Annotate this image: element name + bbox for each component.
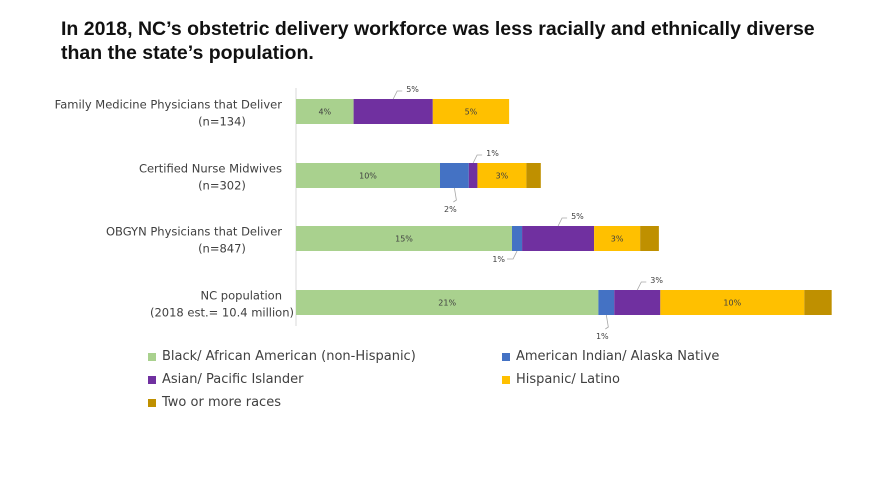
- leader-line: [453, 187, 457, 203]
- bar-segment: [440, 163, 469, 188]
- category-sublabel: (n=847): [198, 242, 246, 256]
- legend-swatch: [502, 375, 510, 384]
- category-sublabel: (n=302): [198, 179, 246, 193]
- data-label: 2%: [444, 205, 457, 214]
- leader-line: [605, 314, 609, 330]
- bar-segment: [640, 226, 659, 251]
- legend-item: American Indian/ Alaska Native: [502, 349, 719, 364]
- data-label: 5%: [571, 212, 584, 221]
- leader-line: [507, 250, 518, 260]
- legend-label: Two or more races: [162, 395, 281, 410]
- data-label: 3%: [611, 235, 624, 244]
- bar-segment: [594, 226, 641, 251]
- data-label: 1%: [596, 332, 609, 341]
- bar-segment: [296, 99, 354, 124]
- data-label: 1%: [486, 149, 499, 158]
- bar-segment: [598, 290, 615, 315]
- legend-label: Hispanic/ Latino: [516, 372, 620, 387]
- legend-item: Black/ African American (non-Hispanic): [148, 349, 416, 364]
- data-label: 10%: [359, 172, 377, 181]
- data-label: 10%: [723, 299, 741, 308]
- legend-item: Asian/ Pacific Islander: [148, 372, 303, 387]
- title-line-2: than the state’s population.: [61, 42, 314, 64]
- bar-segment: [468, 163, 478, 188]
- data-label: 1%: [492, 255, 505, 264]
- category-label: NC population: [201, 289, 282, 303]
- legend-label: American Indian/ Alaska Native: [516, 349, 720, 364]
- legend-label: Asian/ Pacific Islander: [162, 372, 304, 387]
- chart-title: In 2018, NC’s obstetric delivery workfor…: [61, 17, 861, 65]
- data-label: 5%: [406, 85, 419, 94]
- bar-segment: [296, 163, 440, 188]
- bar-segment: [522, 226, 595, 251]
- leader-line: [636, 281, 647, 291]
- bar-segment: [614, 290, 661, 315]
- category-sublabel: (n=134): [198, 115, 246, 129]
- leader-line: [557, 217, 568, 227]
- category-label: OBGYN Physicians that Deliver: [106, 225, 282, 239]
- data-label: 21%: [438, 299, 456, 308]
- legend-item: Hispanic/ Latino: [502, 372, 620, 387]
- category-label: Certified Nurse Midwives: [139, 162, 282, 176]
- category-label: Family Medicine Physicians that Deliver: [55, 98, 283, 112]
- legend-item: Two or more races: [148, 395, 281, 410]
- legend-swatch: [502, 352, 510, 361]
- bar-segment: [296, 290, 599, 315]
- category-sublabel: (2018 est.= 10.4 million): [150, 306, 294, 320]
- bar-segment: [660, 290, 805, 315]
- bar-segment: [353, 99, 433, 124]
- bar-segment: [477, 163, 527, 188]
- legend-swatch: [148, 352, 156, 361]
- data-label: 3%: [650, 276, 663, 285]
- bar-segment: [526, 163, 541, 188]
- data-label: 4%: [318, 108, 331, 117]
- bar-segment: [432, 99, 510, 124]
- legend-swatch: [148, 375, 156, 384]
- bar-segment: [804, 290, 832, 315]
- leader-line: [392, 90, 403, 100]
- title-line-1: In 2018, NC’s obstetric delivery workfor…: [61, 18, 815, 40]
- data-label: 5%: [465, 108, 478, 117]
- data-label: 15%: [395, 235, 413, 244]
- leader-line: [472, 154, 483, 164]
- legend-label: Black/ African American (non-Hispanic): [162, 349, 416, 364]
- bar-segment: [296, 226, 512, 251]
- data-label: 3%: [496, 172, 509, 181]
- legend-swatch: [148, 398, 156, 407]
- bar-segment: [512, 226, 523, 251]
